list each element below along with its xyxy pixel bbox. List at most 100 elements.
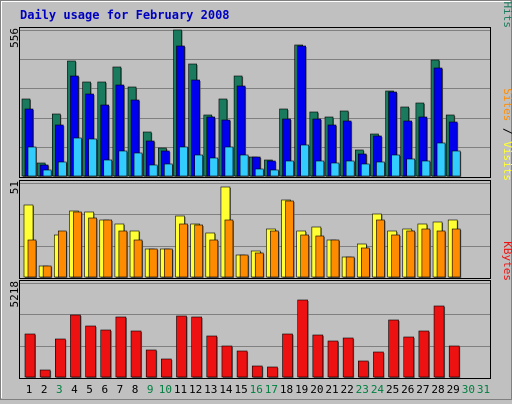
legend-sites: Sites: [501, 88, 512, 121]
x-tick-label-day-12: 12: [189, 383, 202, 396]
pages-bar-day-28: [436, 142, 446, 177]
sites-bar-day-11: [179, 223, 188, 278]
sites-bar-day-25: [391, 234, 400, 278]
x-tick-label-day-16: 16: [250, 383, 263, 396]
pages-bar-day-6: [103, 159, 113, 177]
legend-separator: /: [501, 0, 512, 2]
sites-bar-day-18: [285, 200, 294, 278]
pages-bar-day-26: [406, 158, 416, 177]
x-tick-label-day-29: 29: [447, 383, 460, 396]
kbytes-bar-day-19: [297, 299, 309, 378]
x-tick-label-day-22: 22: [341, 383, 354, 396]
x-tick-label-day-30: 30: [462, 383, 475, 396]
sites-bar-day-27: [421, 228, 431, 278]
sites-bar-day-26: [406, 230, 416, 278]
pages-bar-day-10: [164, 163, 173, 177]
sites-bar-day-3: [57, 230, 67, 278]
legend-separator: /: [501, 121, 512, 141]
sites-bar-day-14: [224, 219, 234, 278]
kbytes-bar-day-27: [418, 330, 430, 378]
pages-bar-day-23: [360, 163, 370, 177]
pages-bar-day-7: [118, 150, 128, 177]
kbytes-bar-day-8: [130, 330, 142, 378]
kbytes-bar-day-15: [236, 350, 248, 378]
sites-bar-day-5: [88, 217, 97, 278]
pages-bar-day-4: [73, 137, 82, 177]
x-tick-label-day-18: 18: [280, 383, 293, 396]
kbytes-bar-day-6: [100, 329, 112, 378]
pages-bar-day-19: [300, 144, 310, 177]
sites-bar-day-15: [239, 254, 249, 278]
x-tick-label-day-8: 8: [132, 383, 139, 396]
sites-bar-day-29: [451, 228, 461, 278]
kbytes-bar-day-7: [115, 316, 127, 378]
x-tick-label-day-15: 15: [234, 383, 247, 396]
pages-bar-day-25: [391, 154, 400, 177]
kbytes-bar-day-26: [403, 336, 415, 378]
sites-bar-day-22: [345, 256, 355, 278]
x-tick-label-day-2: 2: [41, 383, 48, 396]
kbytes-bar-day-23: [357, 360, 369, 378]
x-tick-label-day-19: 19: [295, 383, 308, 396]
kbytes-bar-day-14: [221, 345, 233, 378]
scale-max-hits: 556: [8, 28, 21, 48]
pages-bar-day-21: [330, 162, 340, 177]
sites-bar-day-12: [194, 224, 203, 278]
pages-bar-day-5: [88, 138, 97, 177]
scale-max-visits: 51: [8, 181, 21, 194]
sites-bar-day-28: [436, 230, 446, 278]
pages-bar-day-13: [209, 157, 219, 177]
legend-hits-files-pages: Pages / Files / Hits: [501, 0, 512, 28]
legend-visits: Visits: [501, 141, 512, 181]
x-tick-label-day-9: 9: [147, 383, 154, 396]
x-tick-label-day-4: 4: [71, 383, 78, 396]
sites-bar-day-8: [133, 239, 143, 278]
pages-bar-day-2: [42, 169, 52, 177]
pages-bar-day-11: [179, 146, 188, 177]
pages-bar-day-14: [224, 146, 234, 177]
pages-bar-day-29: [451, 150, 461, 177]
kbytes-bar-day-24: [373, 351, 384, 378]
kbytes-bar-day-16: [251, 365, 263, 378]
sites-bar-day-17: [270, 230, 279, 278]
x-tick-label-day-14: 14: [219, 383, 233, 396]
pages-bar-day-9: [148, 164, 158, 177]
x-tick-label-day-23: 23: [356, 383, 369, 396]
x-tick-label-day-25: 25: [386, 383, 399, 396]
x-tick-label-day-11: 11: [174, 383, 187, 396]
sites-bar-day-23: [360, 247, 370, 278]
chart-title: Daily usage for February 2008: [20, 8, 230, 22]
legend-kbytes: KBytes: [501, 241, 512, 281]
x-tick-label-day-21: 21: [325, 383, 338, 396]
x-tick-label-day-6: 6: [101, 383, 108, 396]
pages-bar-day-24: [376, 161, 385, 177]
sites-bar-day-10: [164, 248, 173, 278]
sites-bar-day-19: [300, 234, 310, 278]
kbytes-bar-day-5: [85, 325, 96, 378]
pages-bar-day-27: [421, 160, 431, 177]
pages-bar-day-12: [194, 154, 203, 177]
sites-bar-day-4: [73, 211, 82, 278]
kbytes-bar-day-9: [145, 349, 157, 378]
sites-bar-day-1: [27, 239, 37, 278]
x-tick-label-day-17: 17: [265, 383, 278, 396]
kbytes-bar-day-18: [282, 333, 293, 378]
kbytes-bar-day-1: [24, 333, 36, 378]
x-tick-label-day-1: 1: [26, 383, 33, 396]
legend-hits: Hits: [501, 2, 512, 29]
x-tick-label-day-24: 24: [371, 383, 385, 396]
kbytes-bar-day-10: [161, 358, 172, 378]
x-axis-day-labels: 1 2 3 4 5 6 7 8 9 10 11 12 13 14 15 16 17 18 19 20 21 22 23 24 2…: [26, 383, 490, 396]
sites-bar-day-24: [376, 219, 385, 278]
pages-bar-day-17: [270, 169, 279, 177]
kbytes-bar-day-2: [39, 369, 51, 378]
x-tick-label-day-13: 13: [204, 383, 217, 396]
sites-bar-day-16: [254, 252, 264, 278]
x-tick-label-day-26: 26: [401, 383, 414, 396]
kbytes-bar-day-22: [342, 337, 354, 378]
kbytes-bar-day-3: [54, 338, 66, 378]
kbytes-bar-day-25: [388, 319, 399, 378]
sites-bar-day-21: [330, 239, 340, 278]
x-tick-label-day-20: 20: [310, 383, 323, 396]
